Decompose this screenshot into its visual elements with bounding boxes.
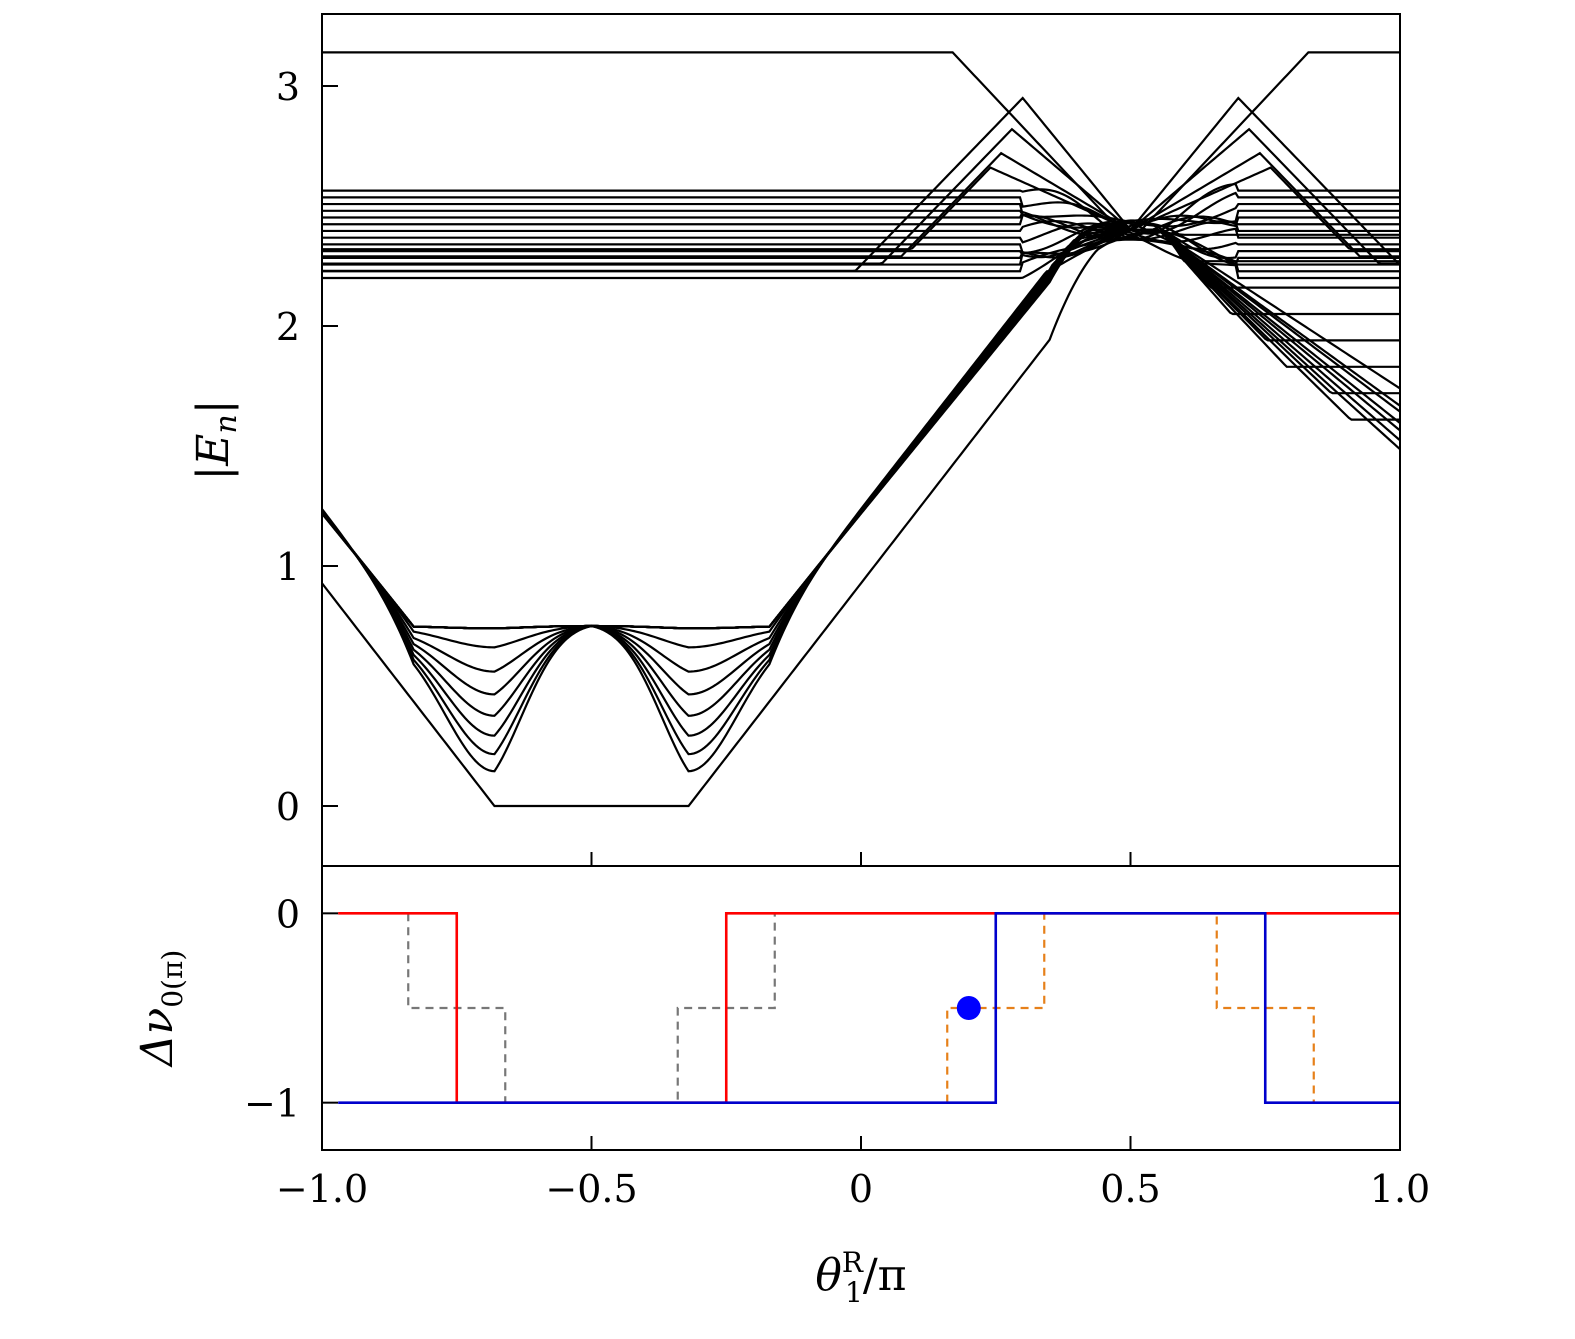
top-ylabel: |En|	[188, 399, 244, 480]
xlabel-subscript: 1	[845, 1276, 863, 1309]
xlabel-superscript: R	[842, 1246, 864, 1279]
bottom-xtick-label-0: −1.0	[276, 1167, 368, 1211]
top-ytick-label-2: 2	[276, 305, 300, 349]
bottom-ytick-label-1: 0	[276, 892, 300, 936]
upper-band-0	[322, 51, 1400, 232]
top-ylabel-symbol: E	[188, 434, 239, 467]
flat-band-7	[322, 220, 1400, 241]
flat-band-12	[322, 191, 1400, 235]
flat-band-8	[322, 213, 1400, 241]
bottom-xtick-label-2: 0	[849, 1167, 873, 1211]
flat-band-13	[322, 182, 1400, 240]
top-ytick-label-3: 3	[276, 65, 300, 109]
top-ticks: 0 1 2 3	[276, 65, 1132, 866]
bottom-ylabel: Δν0(π)	[132, 950, 189, 1069]
upper-band-1	[322, 96, 1401, 272]
bottom-ytick-label-0: −1	[244, 1082, 300, 1126]
bottom-ticks: −1 0 −1.0 −0.5 0 0.5 1.0	[244, 892, 1430, 1211]
marker-blue-dot	[956, 996, 981, 1020]
energy-band-13	[321, 223, 1400, 630]
step-series	[338, 912, 1400, 1104]
top-ylabel-subscript: n	[209, 414, 244, 433]
flat-band-3	[322, 222, 1400, 267]
bottom-panel: −1 0 −1.0 −0.5 0 0.5 1.0 Δν0(π) θR 1/π	[132, 865, 1430, 1309]
top-ytick-label-0: 0	[276, 785, 300, 829]
top-ytick-label-1: 1	[276, 545, 300, 589]
energy-band-12	[321, 222, 1400, 630]
upper-band-2	[322, 127, 1400, 265]
series-orange-dashed	[946, 912, 1315, 1103]
series-blue	[338, 912, 1400, 1104]
energy-band-11	[321, 222, 1400, 630]
upper-band-4	[322, 166, 1400, 251]
flat-band-11	[322, 202, 1400, 228]
bottom-xtick-label-1: −0.5	[545, 1167, 637, 1211]
top-frame	[321, 13, 1401, 867]
bottom-ylabel-prefix: Δν	[132, 1008, 183, 1069]
xlabel-symbol: θ	[815, 1250, 842, 1301]
energy-band-0	[321, 228, 1401, 808]
energy-band-9	[321, 224, 1400, 630]
xlabel-suffix: /π	[863, 1250, 907, 1301]
energy-bands	[321, 51, 1401, 808]
bottom-xtick-label-4: 1.0	[1370, 1167, 1430, 1211]
top-ylabel-bar-right: |	[188, 399, 239, 414]
flat-band-10	[322, 209, 1400, 229]
bottom-xlabel: θR 1/π	[815, 1246, 906, 1309]
upper-band-3	[322, 151, 1400, 258]
energy-band-10	[321, 223, 1400, 630]
energy-band-14	[321, 223, 1400, 630]
series-gray-dashed	[338, 912, 791, 1104]
flat-band-6	[322, 222, 1400, 244]
flat-band-4	[322, 219, 1400, 260]
top-ylabel-bar-left: |	[188, 466, 239, 481]
bottom-xtick-label-3: 0.5	[1100, 1167, 1160, 1211]
flat-band-5	[322, 220, 1400, 255]
flat-band-0	[322, 231, 1400, 280]
bottom-ylabel-subscript: 0(π)	[156, 950, 189, 1008]
